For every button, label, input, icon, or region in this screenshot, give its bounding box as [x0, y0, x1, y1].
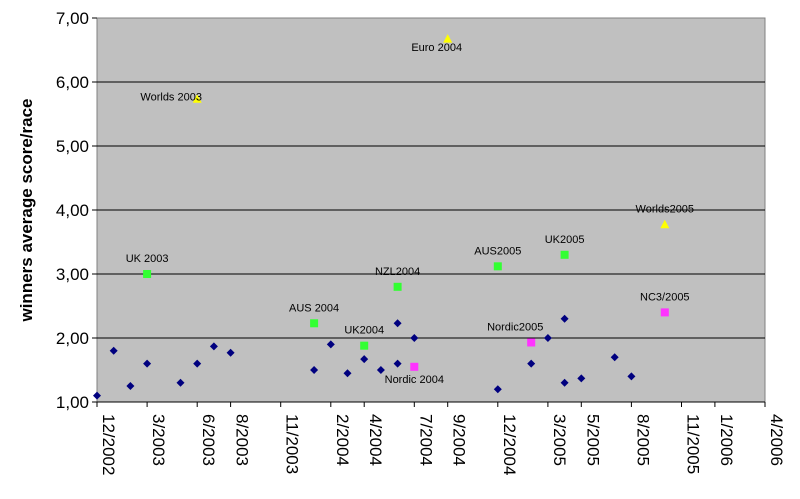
data-label: AUS2005	[474, 245, 521, 257]
data-point	[560, 250, 569, 259]
x-tick-label: 4/2004	[366, 414, 385, 466]
y-tick-label: 7,00	[56, 9, 89, 28]
data-label: Worlds2005	[636, 204, 695, 216]
data-point	[560, 378, 569, 387]
data-label: UK 2003	[126, 253, 169, 265]
data-point	[443, 34, 453, 43]
y-tick-label: 4,00	[56, 201, 89, 220]
data-point	[660, 308, 669, 317]
x-tick-label: 6/2003	[199, 414, 218, 466]
gridlines	[97, 81, 765, 339]
data-point	[543, 334, 552, 342]
data-point	[610, 353, 619, 362]
data-label: AUS 2004	[289, 302, 339, 314]
y-tick-label: 6,00	[56, 73, 89, 92]
data-point	[109, 346, 118, 355]
data-point	[209, 342, 218, 351]
data-point	[343, 369, 352, 378]
x-tick-label: 12/2004	[500, 414, 519, 475]
data-point	[126, 382, 135, 390]
data-point	[410, 362, 419, 371]
data-point	[393, 359, 402, 368]
y-tick-label: 2,00	[56, 329, 89, 348]
data-point	[360, 355, 369, 364]
data-point	[310, 366, 319, 374]
x-tick-label: 8/2005	[633, 414, 652, 466]
data-points	[93, 34, 670, 400]
data-point	[393, 319, 402, 328]
data-point	[310, 319, 319, 328]
x-tick-label: 5/2005	[583, 414, 602, 466]
data-point	[527, 359, 536, 368]
data-label: Worlds 2003	[140, 91, 202, 103]
y-tick-label: 5,00	[56, 137, 89, 156]
data-point	[393, 282, 402, 291]
x-tick-label: 4/2006	[767, 414, 786, 466]
data-point	[143, 359, 152, 368]
y-tick-label: 1,00	[56, 393, 89, 412]
y-axis-ticks: 1,00 2,00 3,00 4,00 5,00 6,00 7,00	[56, 9, 97, 412]
data-point	[376, 366, 385, 374]
data-label: UK2004	[344, 325, 384, 337]
x-tick-label: 9/2004	[450, 414, 469, 466]
x-tick-label: 1/2006	[717, 414, 736, 466]
x-tick-label: 8/2003	[233, 414, 252, 466]
data-point	[326, 340, 335, 349]
data-label: NC3/2005	[640, 291, 690, 303]
data-label: Nordic2005	[487, 321, 543, 333]
x-tick-label: 3/2003	[149, 414, 168, 466]
data-label: Nordic 2004	[385, 374, 444, 386]
x-tick-label: 12/2002	[99, 414, 118, 475]
x-tick-label: 11/2005	[684, 414, 703, 474]
data-point	[226, 348, 235, 357]
data-label: UK2005	[545, 234, 585, 246]
data-point	[143, 270, 152, 278]
data-point	[560, 314, 569, 323]
data-point	[176, 378, 185, 387]
data-label: NZL2004	[375, 266, 420, 278]
data-point	[493, 262, 502, 271]
x-axis-ticks: 12/2002 3/2003 6/2003 8/2003 11/2003 2/2004 4/…	[96, 401, 786, 475]
data-point	[410, 334, 419, 342]
y-tick-label: 3,00	[56, 265, 89, 284]
x-tick-label: 7/2004	[416, 414, 435, 466]
data-point	[360, 341, 369, 350]
data-point	[660, 219, 670, 229]
annotations: Worlds 2003 Euro 2004 Worlds2005 UK 2003 AUS…	[126, 42, 694, 386]
data-point	[577, 374, 586, 383]
x-tick-label: 3/2005	[550, 414, 569, 466]
data-point	[493, 385, 502, 394]
data-point	[527, 338, 536, 347]
x-tick-label: 11/2003	[283, 414, 302, 474]
data-point	[193, 359, 202, 368]
data-point	[192, 94, 202, 103]
data-point	[93, 391, 101, 400]
y-axis-title: winners average score/race	[17, 98, 36, 322]
data-point	[627, 372, 636, 381]
data-label: Euro 2004	[411, 42, 462, 54]
x-tick-label: 2/2004	[333, 414, 352, 466]
